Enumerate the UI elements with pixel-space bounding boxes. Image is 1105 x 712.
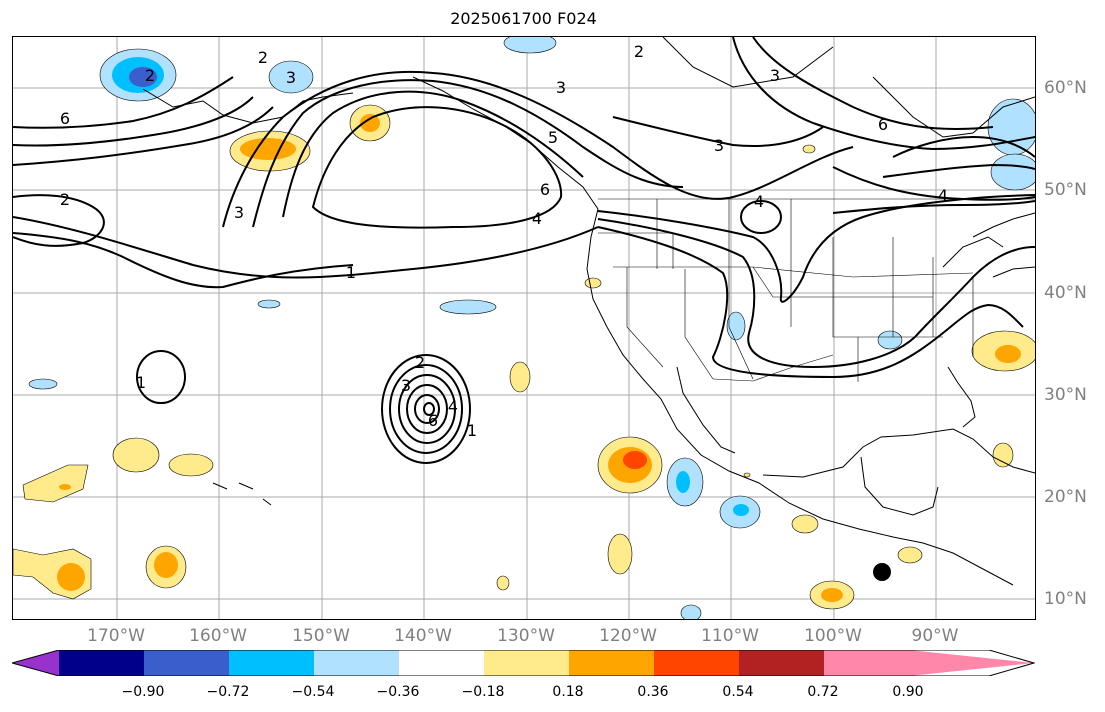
anomaly-shading bbox=[13, 37, 1035, 619]
colorbar-segment bbox=[824, 650, 909, 676]
colorbar-segment bbox=[569, 650, 654, 676]
contour-label: 3 bbox=[556, 78, 566, 97]
colorbar-extend-low bbox=[12, 650, 59, 676]
map-panel: 6 2 3 2 3 5 6 4 1 2 3 2 3 3 6 4 4 1 2 3 … bbox=[12, 36, 1036, 620]
lon-label: 90°W bbox=[911, 626, 959, 646]
contour-label: 1 bbox=[346, 263, 356, 282]
colorbar bbox=[12, 650, 1035, 676]
storm-marker bbox=[873, 563, 891, 581]
colorbar-tick: 0.72 bbox=[807, 684, 839, 700]
contour-label: 6 bbox=[878, 115, 888, 134]
colorbar-tick: 0.18 bbox=[552, 684, 584, 700]
lat-label: 10°N bbox=[1044, 589, 1087, 609]
colorbar-tick: 0.54 bbox=[722, 684, 754, 700]
colorbar-tick: −0.36 bbox=[376, 684, 420, 700]
contour-label: 2 bbox=[258, 48, 268, 67]
lat-label: 30°N bbox=[1044, 385, 1087, 405]
colorbar-tick: −0.72 bbox=[206, 684, 250, 700]
state-borders bbox=[598, 198, 1035, 382]
contour-label: 3 bbox=[234, 203, 244, 222]
colorbar-tick: 0.36 bbox=[637, 684, 669, 700]
contour-label: 3 bbox=[286, 68, 296, 87]
colorbar-outline bbox=[12, 650, 1035, 676]
colorbar-segment bbox=[739, 650, 824, 676]
colorbar-tick: −0.54 bbox=[291, 684, 335, 700]
contour-label: 6 bbox=[60, 109, 70, 128]
colorbar-segment bbox=[59, 650, 144, 676]
lat-label: 50°N bbox=[1044, 180, 1087, 200]
contour-label: 2 bbox=[145, 66, 155, 85]
colorbar-segment bbox=[229, 650, 314, 676]
colorbar-segment bbox=[484, 650, 569, 676]
lon-label: 160°W bbox=[189, 626, 247, 646]
contour-label: 1 bbox=[467, 421, 477, 440]
colorbar-extend-high bbox=[909, 650, 1034, 676]
contour-label: 2 bbox=[60, 190, 70, 209]
contour-label: 6 bbox=[540, 180, 550, 199]
lon-label: 170°W bbox=[87, 626, 145, 646]
map-canvas: 6 2 3 2 3 5 6 4 1 2 3 2 3 3 6 4 4 1 2 3 … bbox=[13, 37, 1035, 619]
contour-label: 2 bbox=[415, 353, 425, 372]
lat-label: 40°N bbox=[1044, 283, 1087, 303]
contour-label: 2 bbox=[634, 42, 644, 61]
colorbar-tick: 0.90 bbox=[892, 684, 924, 700]
contour-label: 4 bbox=[754, 192, 764, 211]
contour-label: 4 bbox=[532, 209, 542, 228]
contour-label: 5 bbox=[548, 128, 558, 147]
coastlines bbox=[142, 37, 1035, 586]
lon-label: 130°W bbox=[497, 626, 555, 646]
colorbar-tick: −0.18 bbox=[461, 684, 505, 700]
contour-label-group: 6 2 3 2 3 5 6 4 1 2 3 2 3 3 6 4 4 1 2 3 … bbox=[60, 42, 948, 440]
colorbar-segment bbox=[144, 650, 229, 676]
contour-label: 3 bbox=[714, 136, 724, 155]
colorbar-segment bbox=[399, 650, 484, 676]
lon-label: 150°W bbox=[292, 626, 350, 646]
contour-label: 3 bbox=[770, 66, 780, 85]
colorbar-segment bbox=[314, 650, 399, 676]
lat-label: 60°N bbox=[1044, 78, 1087, 98]
map-title: 2025061700 F024 bbox=[450, 9, 597, 28]
lon-label: 140°W bbox=[394, 626, 452, 646]
lon-label: 100°W bbox=[804, 626, 862, 646]
contour-label: 1 bbox=[136, 373, 146, 392]
graticule bbox=[13, 37, 1035, 619]
contour-lines bbox=[13, 37, 1035, 464]
contour-label: 6 bbox=[428, 411, 438, 430]
contour-label: 3 bbox=[401, 376, 411, 395]
contour-label: 4 bbox=[448, 397, 458, 416]
lat-label: 20°N bbox=[1044, 487, 1087, 507]
colorbar-tick: −0.90 bbox=[121, 684, 165, 700]
colorbar-segment bbox=[654, 650, 739, 676]
lon-label: 110°W bbox=[701, 626, 759, 646]
contour-label: 4 bbox=[938, 186, 948, 205]
lon-label: 120°W bbox=[599, 626, 657, 646]
